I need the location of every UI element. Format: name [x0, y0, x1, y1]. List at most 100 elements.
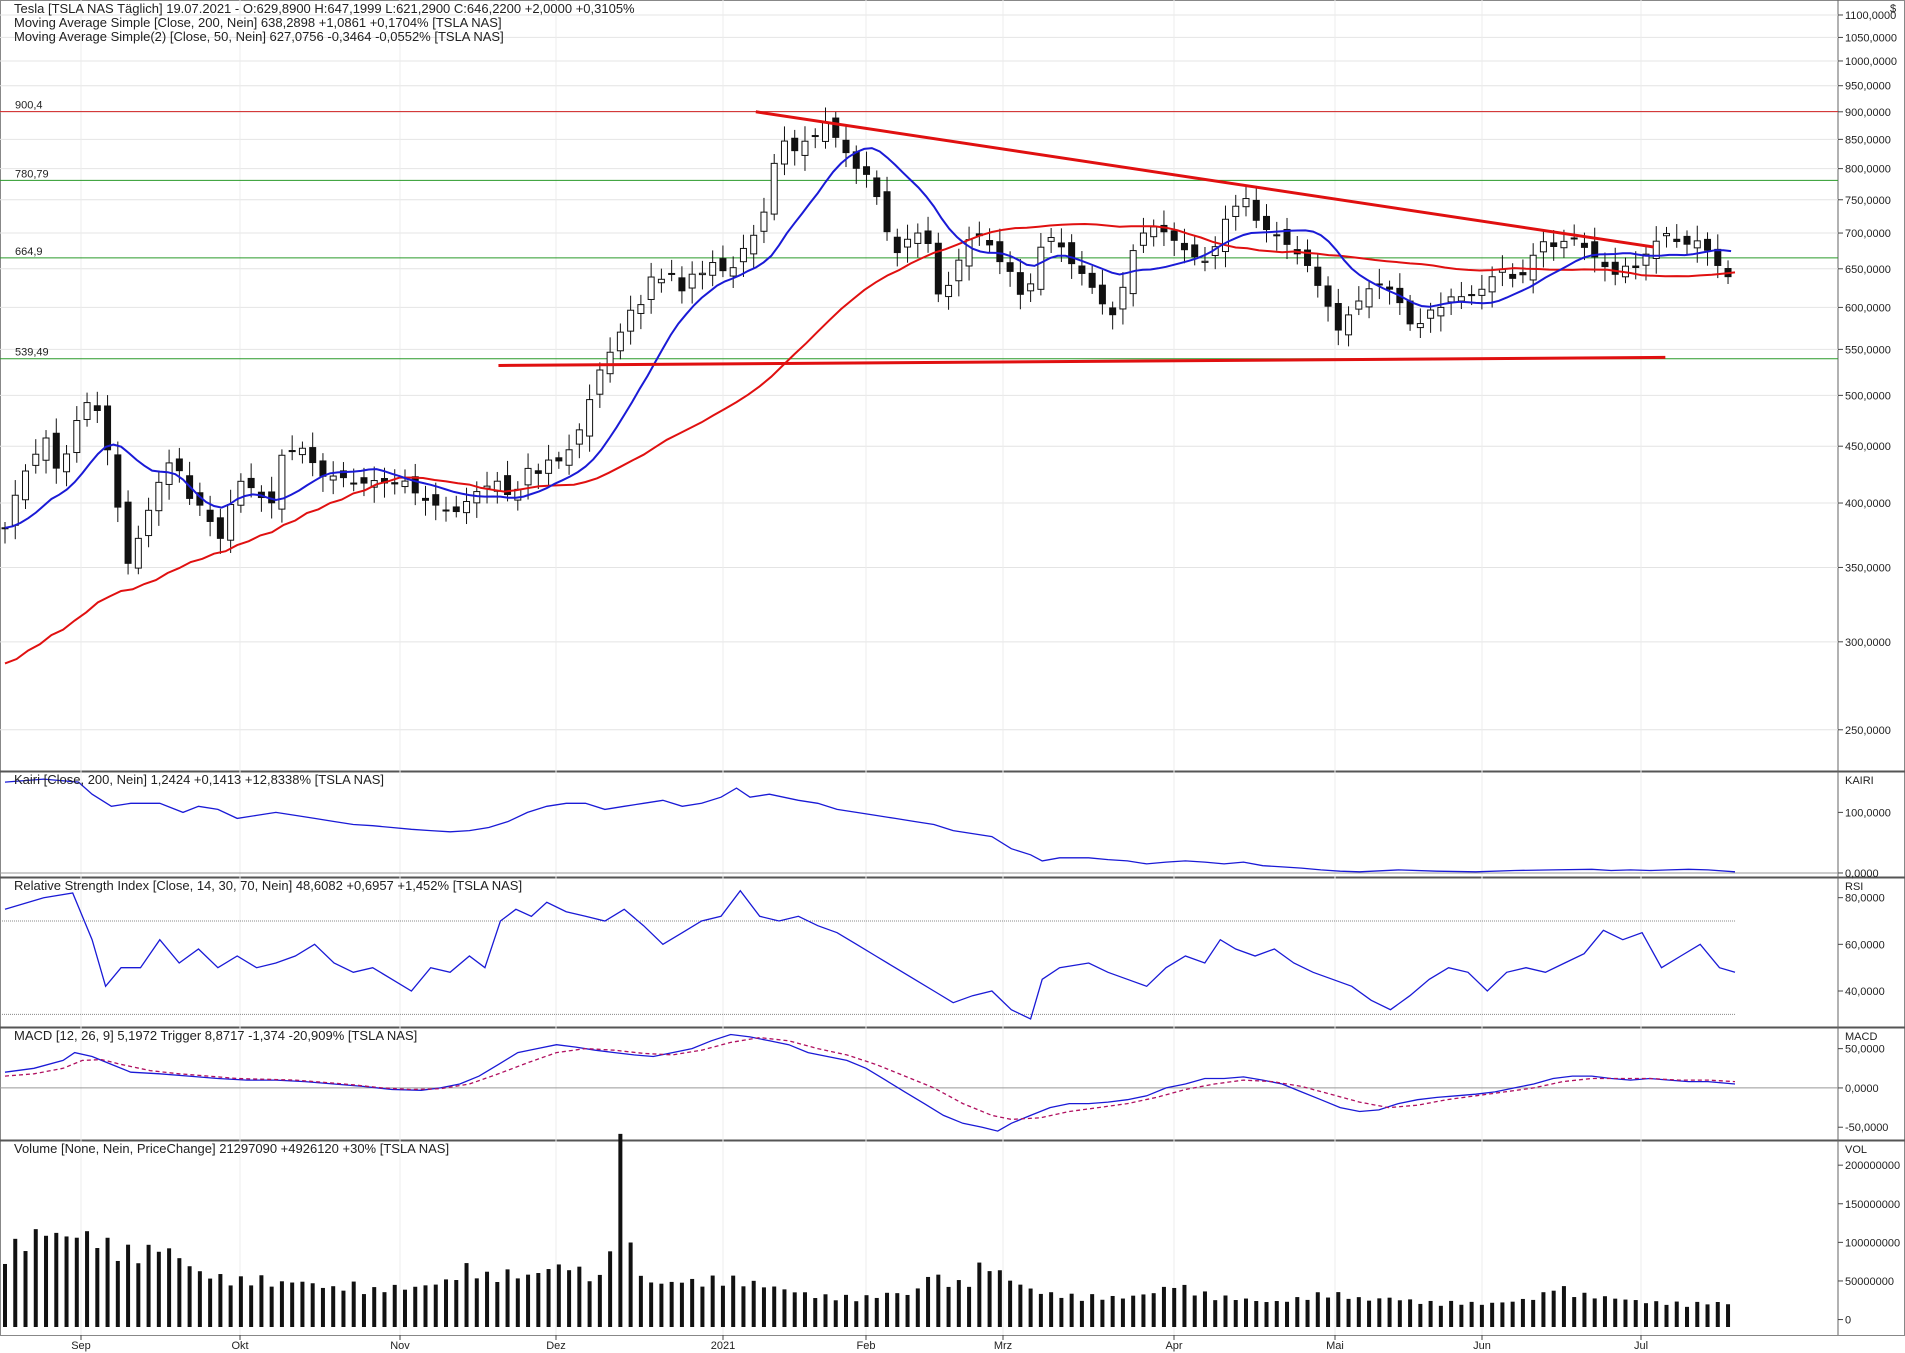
- candle-body: [1560, 240, 1568, 249]
- candle-body: [1314, 266, 1322, 286]
- volume-bar: [1428, 1300, 1433, 1327]
- candle-body: [1652, 240, 1660, 259]
- volume-bar: [1213, 1300, 1218, 1327]
- macd-line: [4, 1033, 1736, 1132]
- candle-body: [350, 482, 358, 485]
- volume-bar: [1018, 1284, 1023, 1327]
- volume-bar: [85, 1231, 90, 1327]
- volume-bar: [238, 1276, 243, 1327]
- candle-body: [1027, 283, 1035, 292]
- candle-body: [1437, 306, 1445, 317]
- volume-bar: [997, 1270, 1002, 1327]
- volume-bar: [474, 1278, 479, 1327]
- candle-body: [473, 491, 481, 504]
- volume-bar: [1182, 1284, 1187, 1327]
- volume-bar: [526, 1274, 531, 1327]
- volume-bar: [1038, 1293, 1043, 1327]
- candle-body: [1201, 260, 1209, 263]
- volume-bar: [1192, 1295, 1197, 1327]
- volume-bar: [167, 1248, 172, 1327]
- candle-body: [698, 272, 706, 276]
- volume-bar: [1172, 1287, 1177, 1327]
- candle-body: [986, 240, 994, 246]
- volume-bar: [1418, 1303, 1423, 1327]
- volume-bar: [895, 1293, 900, 1327]
- candle-body: [52, 432, 60, 469]
- y-tick-label: 50000000: [1845, 1276, 1894, 1288]
- candle-body: [401, 480, 409, 488]
- volume-bar: [320, 1287, 325, 1327]
- candle-body: [719, 258, 727, 272]
- candle-body: [1150, 226, 1158, 238]
- candle-body: [247, 477, 255, 489]
- volume-bar: [659, 1283, 664, 1327]
- volume-bar: [1397, 1300, 1402, 1327]
- volume-bar: [413, 1286, 418, 1327]
- volume-bar: [187, 1266, 192, 1327]
- level-label: 539,49: [15, 347, 49, 359]
- candle-body: [1601, 261, 1609, 268]
- rsi-legend: Relative Strength Index [Close, 14, 30, …: [14, 878, 522, 893]
- candle-body: [586, 399, 594, 437]
- x-tick-label: Jun: [1473, 1340, 1491, 1352]
- y-tick-label: 750,0000: [1845, 195, 1891, 207]
- volume-bar: [720, 1285, 725, 1327]
- volume-bar: [1274, 1301, 1279, 1327]
- volume-bar: [1726, 1304, 1731, 1327]
- volume-bar: [218, 1274, 223, 1327]
- volume-bar: [618, 1133, 623, 1327]
- volume-bar: [1438, 1305, 1443, 1327]
- volume-bar: [279, 1281, 284, 1327]
- y-tick-label: 200000000: [1845, 1160, 1900, 1172]
- candle-body: [1109, 307, 1117, 316]
- volume-bar: [74, 1237, 79, 1327]
- candle-body: [904, 238, 912, 248]
- y-tick-label: 450,0000: [1845, 441, 1891, 453]
- volume-bar: [936, 1274, 941, 1327]
- volume-bar: [1510, 1301, 1515, 1327]
- volume-bar: [1715, 1302, 1720, 1327]
- trendline-support: [498, 355, 1666, 367]
- candle-body: [104, 405, 112, 451]
- candle-body: [227, 504, 235, 541]
- volume-bar: [1531, 1299, 1536, 1327]
- volume-bar: [495, 1282, 500, 1327]
- candle-body: [678, 277, 686, 292]
- candle-body: [770, 162, 778, 215]
- volume-bar: [546, 1269, 551, 1327]
- candle-body: [63, 453, 71, 473]
- y-tick-label: 400,0000: [1845, 498, 1891, 510]
- candle-body: [1611, 261, 1619, 275]
- volume-bar: [1387, 1297, 1392, 1327]
- volume-bars: [3, 1133, 1731, 1327]
- volume-bar: [1028, 1288, 1033, 1327]
- candle-body: [893, 236, 901, 254]
- candle-body: [1365, 288, 1373, 308]
- volume-bar: [1664, 1304, 1669, 1327]
- y-tick-label: 550,0000: [1845, 344, 1891, 356]
- candle-body: [821, 122, 829, 142]
- candle-body: [616, 331, 624, 352]
- candle-body: [780, 140, 788, 165]
- candle-body: [955, 259, 963, 282]
- axis-unit-label: $: [1890, 3, 1896, 15]
- volume-bar: [1500, 1302, 1505, 1327]
- volume-bar: [1315, 1292, 1320, 1327]
- volume-bar: [772, 1286, 777, 1327]
- volume-bar: [1705, 1304, 1710, 1327]
- volume-bar: [372, 1287, 377, 1327]
- candle-body: [1416, 323, 1424, 329]
- volume-bar: [146, 1244, 151, 1327]
- x-tick-label: Dez: [546, 1340, 566, 1352]
- y-tick-label: 1050,0000: [1845, 32, 1897, 44]
- volume-bar: [1100, 1299, 1105, 1327]
- y-tick-label: 300,0000: [1845, 637, 1891, 649]
- y-tick-label: 100,0000: [1845, 807, 1891, 819]
- y-tick-label: 0,0000: [1845, 868, 1879, 880]
- volume-bar: [1305, 1299, 1310, 1327]
- candle-body: [750, 234, 758, 255]
- volume-bar: [813, 1298, 818, 1327]
- volume-bar: [679, 1282, 684, 1327]
- y-tick-label: 600,0000: [1845, 302, 1891, 314]
- y-tick-label: 1100,0000: [1845, 10, 1896, 22]
